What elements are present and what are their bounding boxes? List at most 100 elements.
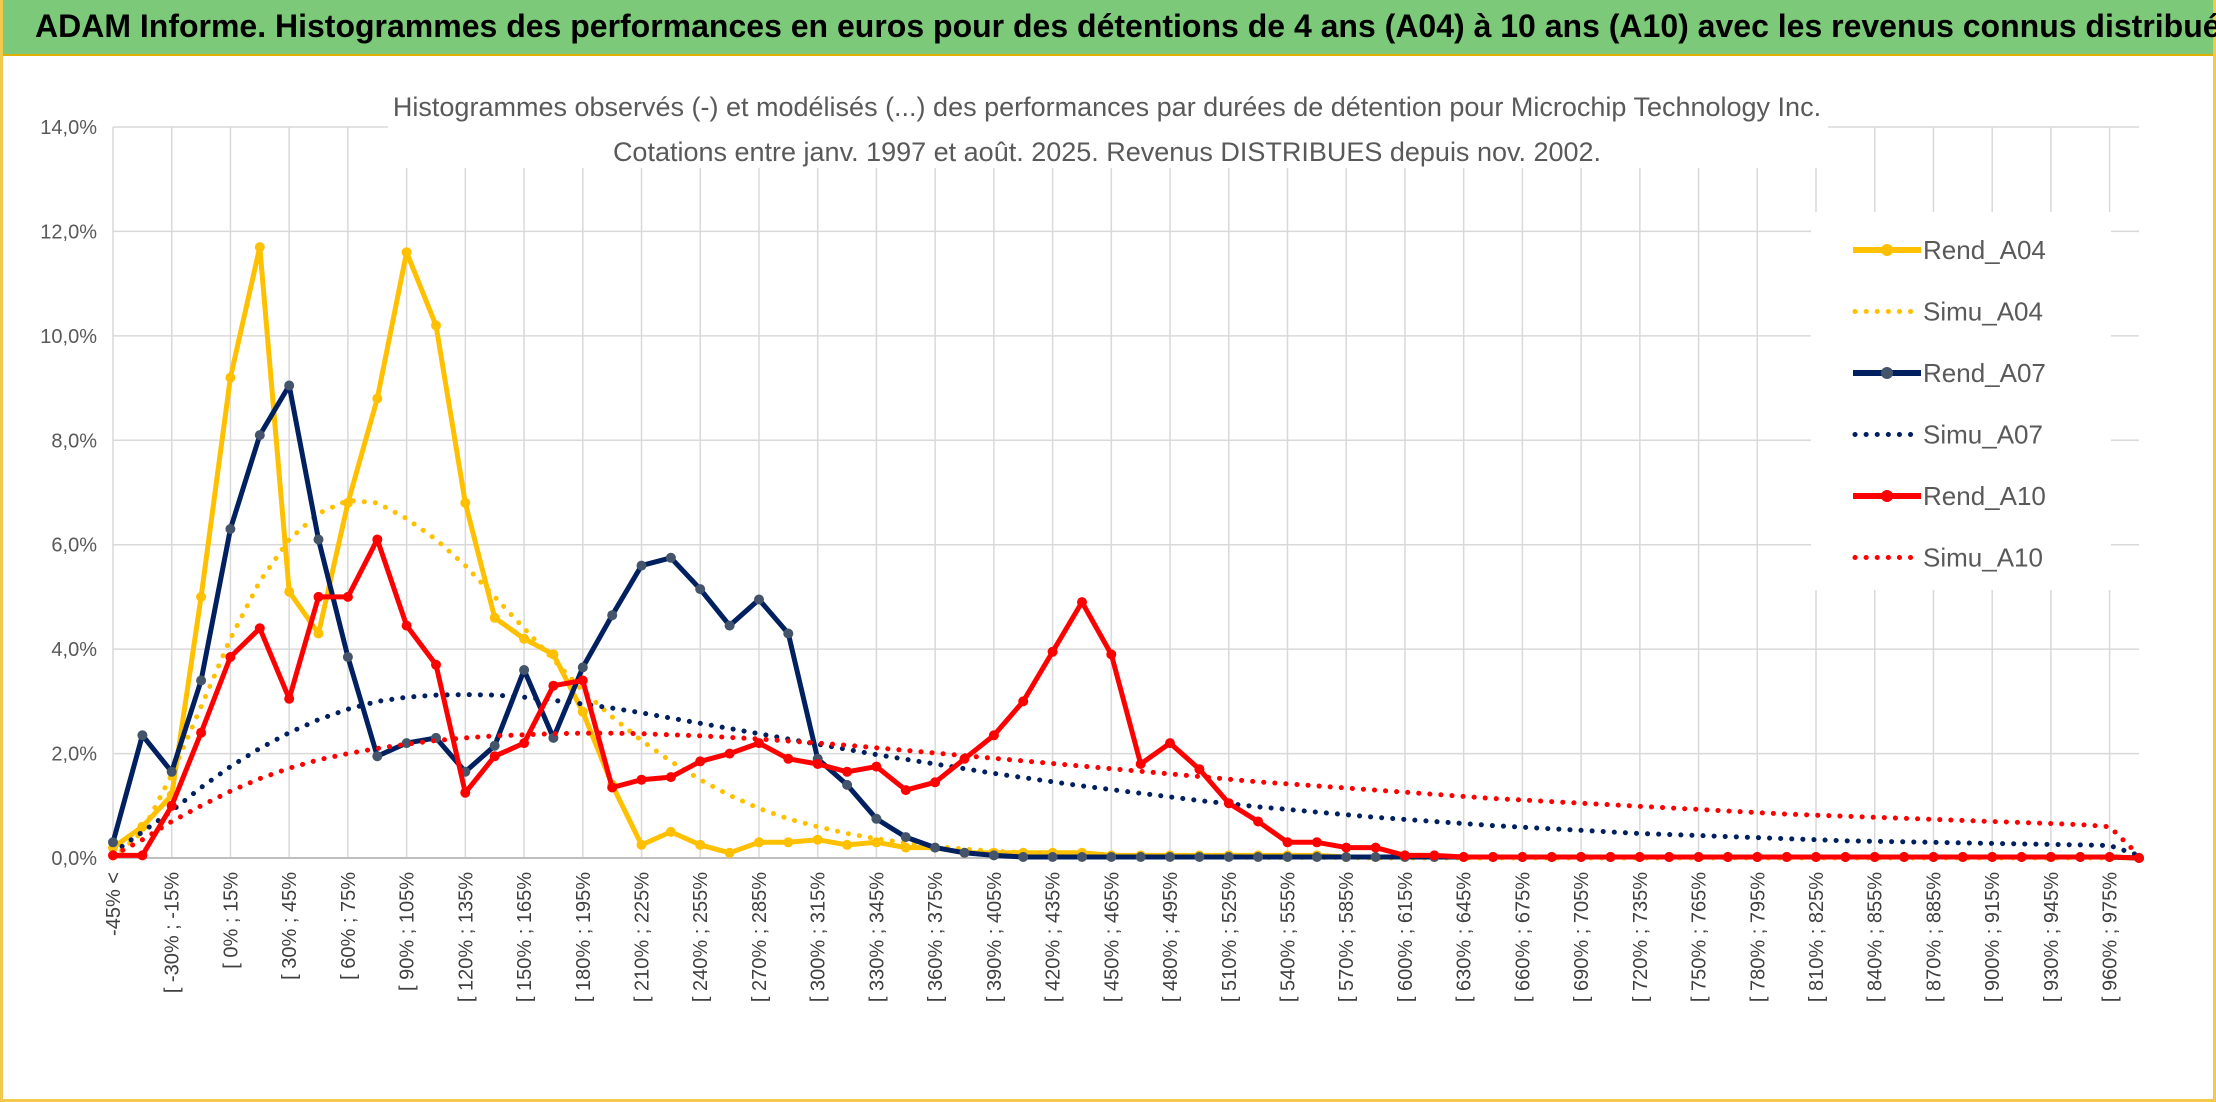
data-point — [1282, 852, 1293, 862]
data-point — [1311, 852, 1322, 862]
data-point — [401, 620, 412, 631]
y-tick-label: 14,0% — [40, 117, 97, 139]
data-point — [137, 730, 148, 741]
data-point — [254, 623, 265, 634]
data-point — [724, 847, 735, 858]
series-line — [110, 692, 2142, 858]
y-tick-label: 2,0% — [51, 744, 97, 766]
data-point — [372, 534, 383, 545]
x-tick-label: [ 360% ; 375% — [925, 872, 947, 1002]
x-tick-label: [ 570% ; 585% — [1336, 872, 1358, 1002]
data-point — [1987, 852, 1998, 862]
data-point — [1605, 852, 1616, 862]
x-tick-label: [ 180% ; 195% — [573, 872, 595, 1002]
data-point — [313, 591, 324, 602]
legend-label: Rend_A04 — [1923, 235, 2046, 265]
y-tick-label: 6,0% — [51, 535, 97, 557]
data-point — [313, 628, 324, 639]
data-point — [724, 620, 735, 631]
x-tick-label: [ 30% ; 45% — [279, 872, 301, 980]
data-point — [1282, 837, 1293, 848]
data-point — [548, 649, 559, 660]
data-point — [1899, 852, 1910, 862]
legend-item: Simu_A10 — [1852, 543, 2043, 573]
data-point — [1840, 852, 1851, 862]
page-title: ADAM Informe. Histogrammes des performan… — [35, 8, 2216, 44]
data-point — [959, 847, 970, 858]
data-point — [988, 730, 999, 741]
legend-item: Rend_A07 — [1853, 358, 2046, 388]
legend-label: Simu_A07 — [1923, 420, 2043, 450]
x-tick-label: [ 690% ; 705% — [1571, 872, 1593, 1002]
data-point — [254, 242, 265, 253]
data-point — [196, 675, 207, 686]
data-point — [930, 777, 941, 788]
data-point — [1576, 852, 1587, 862]
x-tick-label: [ 450% ; 465% — [1101, 872, 1123, 1002]
data-point — [607, 610, 618, 621]
data-point — [1429, 850, 1440, 861]
x-tick-label: [ 330% ; 345% — [866, 872, 888, 1002]
data-point — [489, 751, 500, 762]
x-tick-label: [ 420% ; 435% — [1043, 872, 1065, 1002]
data-point — [460, 787, 471, 798]
data-point — [519, 738, 530, 749]
legend-label: Rend_A07 — [1923, 358, 2046, 388]
series-rend-a10 — [108, 534, 2144, 863]
x-tick-label: [ 510% ; 525% — [1219, 872, 1241, 1002]
x-tick-label: [ 540% ; 555% — [1277, 872, 1299, 1002]
data-point — [1165, 738, 1175, 749]
data-point — [1341, 842, 1352, 853]
data-point — [1194, 852, 1205, 862]
data-point — [342, 497, 353, 508]
data-point — [1781, 852, 1792, 862]
chart-title: Histogrammes observés (-) et modélisés (… — [393, 92, 1821, 122]
data-point — [1018, 696, 1029, 707]
series-simu-a07 — [110, 692, 2142, 858]
data-point — [1634, 852, 1645, 862]
legend-label: Rend_A10 — [1923, 481, 2046, 511]
data-point — [401, 738, 412, 749]
data-point — [284, 693, 295, 704]
data-point — [577, 662, 588, 673]
data-point — [754, 594, 764, 605]
line-chart: 0,0% 2,0% 4,0% 6,0% 8,0% 10,0% 12,0% 14,0% -45%… — [40, 80, 2144, 1002]
y-tick-label: 10,0% — [40, 326, 97, 348]
legend-marker — [1881, 367, 1893, 379]
x-tick-label: [ 150% ; 165% — [514, 872, 536, 1002]
x-tick-label: [ 870% ; 885% — [1923, 872, 1945, 1002]
data-point — [1458, 852, 1469, 862]
data-point — [695, 584, 706, 595]
data-point — [607, 782, 618, 793]
x-tick-label: [ 900% ; 915% — [1982, 872, 2004, 1002]
data-point — [342, 591, 353, 602]
data-point — [1341, 852, 1352, 862]
data-point — [577, 706, 588, 717]
data-point — [196, 591, 207, 602]
x-tick-label: [ -30% ; -15% — [162, 872, 184, 993]
data-point — [1869, 852, 1880, 862]
data-point — [1223, 798, 1234, 809]
x-tick-label: [ 660% ; 675% — [1512, 872, 1534, 1002]
data-point — [1253, 816, 1264, 827]
data-point — [900, 842, 911, 853]
data-point — [724, 748, 735, 759]
x-tick-label: [ 240% ; 255% — [690, 872, 712, 1002]
data-point — [1047, 852, 1058, 862]
data-point — [431, 320, 441, 331]
data-point — [1399, 850, 1410, 861]
data-point — [1106, 852, 1117, 862]
data-point — [225, 372, 236, 383]
data-point — [1370, 852, 1381, 862]
data-point — [1957, 852, 1968, 862]
x-tick-label: [ 270% ; 285% — [749, 872, 771, 1002]
data-point — [636, 839, 647, 850]
data-point — [1722, 852, 1733, 862]
data-point — [1488, 852, 1498, 862]
data-point — [372, 751, 383, 762]
data-point — [636, 560, 647, 571]
data-point — [842, 839, 853, 850]
data-point — [1077, 597, 1087, 608]
x-tick-label: [ 390% ; 405% — [984, 872, 1006, 1002]
data-point — [548, 680, 559, 691]
